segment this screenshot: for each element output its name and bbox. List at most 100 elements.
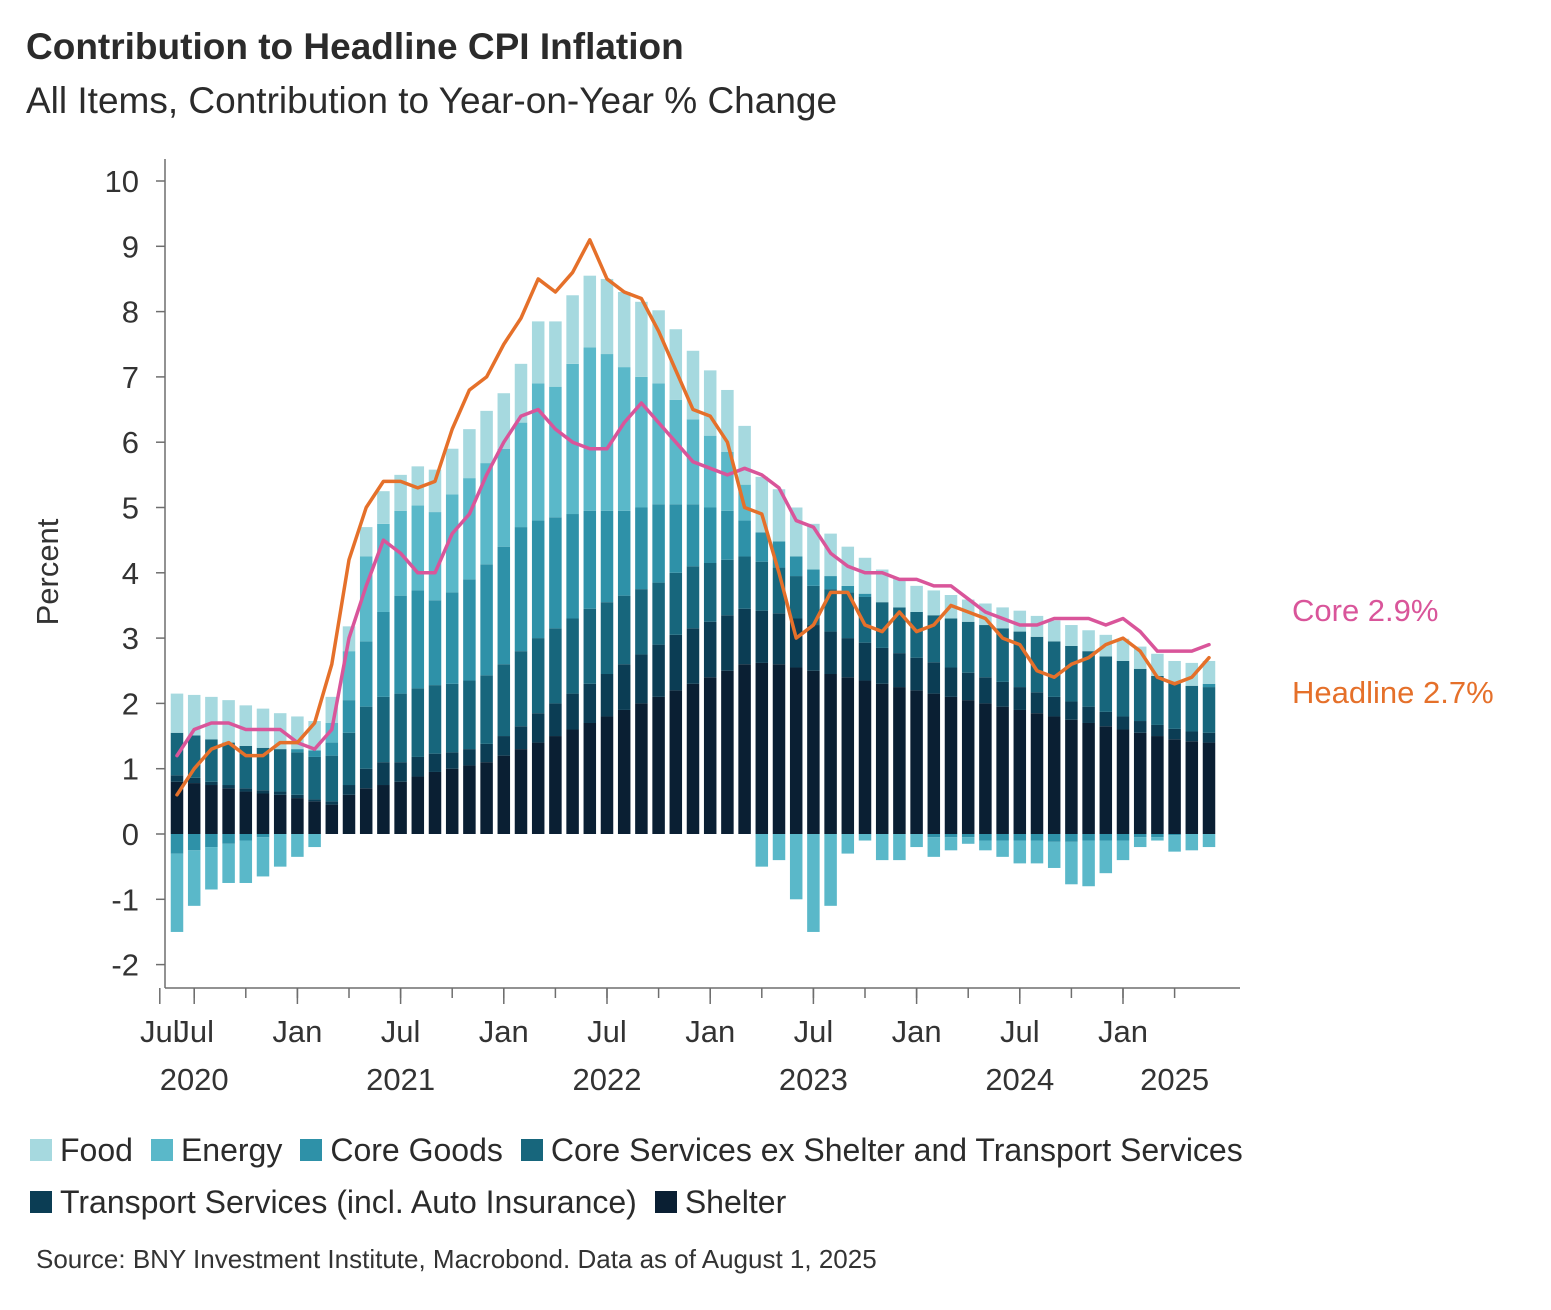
bar-energy bbox=[600, 354, 614, 511]
bar-transport-services-incl-auto-insurance bbox=[600, 674, 614, 717]
bar-shelter bbox=[1151, 736, 1164, 834]
bar-shelter bbox=[1133, 732, 1147, 834]
bar-food bbox=[205, 696, 218, 740]
chart-legend: Food Energy Core Goods Core Services ex She… bbox=[30, 1124, 1530, 1228]
legend-item: Food bbox=[30, 1132, 133, 1169]
bar-shelter bbox=[514, 749, 528, 834]
bar-shelter bbox=[893, 687, 906, 834]
bar-energy bbox=[187, 850, 201, 906]
legend-swatch bbox=[520, 1139, 543, 1161]
bar-core-goods bbox=[187, 834, 201, 851]
bar-energy bbox=[1151, 837, 1164, 841]
bar-core-services-ex-shelter-and-transport-services bbox=[789, 576, 803, 619]
bar-energy bbox=[721, 452, 734, 511]
bar-food bbox=[359, 527, 373, 557]
bar-food bbox=[377, 491, 390, 524]
bar-core-goods bbox=[583, 510, 597, 609]
bar-core-goods bbox=[652, 504, 665, 583]
bar-transport-services-incl-auto-insurance bbox=[755, 610, 769, 663]
bar-core-services-ex-shelter-and-transport-services bbox=[497, 664, 511, 737]
legend-label: Food bbox=[60, 1131, 133, 1168]
bar-transport-services-incl-auto-insurance bbox=[1168, 728, 1181, 740]
bar-food bbox=[566, 295, 579, 364]
bar-food bbox=[635, 301, 648, 377]
bar-shelter bbox=[222, 788, 235, 834]
bar-core-goods bbox=[239, 834, 253, 841]
bar-food bbox=[927, 590, 941, 616]
bar-energy bbox=[1065, 841, 1078, 885]
bar-transport-services-incl-auto-insurance bbox=[738, 608, 751, 665]
bar-core-goods bbox=[463, 579, 476, 681]
bar-transport-services-incl-auto-insurance bbox=[1013, 687, 1027, 710]
bar-shelter bbox=[600, 716, 614, 834]
bar-core-services-ex-shelter-and-transport-services bbox=[411, 688, 425, 757]
bar-energy bbox=[583, 347, 597, 511]
bar-transport-services-incl-auto-insurance bbox=[394, 762, 407, 782]
bar-transport-services-incl-auto-insurance bbox=[617, 664, 631, 710]
bar-core-goods bbox=[531, 520, 545, 639]
bar-core-goods bbox=[428, 600, 442, 686]
bar-transport-services-incl-auto-insurance bbox=[875, 647, 889, 684]
bar-energy bbox=[979, 840, 992, 851]
bar-core-services-ex-shelter-and-transport-services bbox=[1202, 687, 1216, 733]
y-axis-label: Percent bbox=[30, 518, 65, 625]
bar-transport-services-incl-auto-insurance bbox=[497, 736, 511, 756]
bar-shelter bbox=[325, 804, 339, 834]
bar-core-goods bbox=[1133, 834, 1147, 838]
bar-shelter bbox=[273, 794, 287, 834]
bar-transport-services-incl-auto-insurance bbox=[531, 713, 545, 743]
bar-food bbox=[738, 425, 751, 485]
bar-core-services-ex-shelter-and-transport-services bbox=[755, 561, 769, 611]
bar-energy bbox=[1099, 840, 1113, 874]
bar-core-services-ex-shelter-and-transport-services bbox=[996, 628, 1009, 682]
bar-core-services-ex-shelter-and-transport-services bbox=[445, 683, 459, 753]
x-tick-label: Jan bbox=[272, 1014, 322, 1049]
bar-shelter bbox=[463, 765, 476, 834]
bar-shelter bbox=[377, 785, 390, 834]
bar-food bbox=[789, 507, 803, 557]
headline-line bbox=[175, 238, 1211, 797]
bar-core-goods bbox=[617, 510, 631, 596]
x-tick-label: Jan bbox=[685, 1014, 735, 1049]
bar-shelter bbox=[979, 703, 992, 834]
bar-transport-services-incl-auto-insurance bbox=[566, 693, 579, 730]
bar-transport-services-incl-auto-insurance bbox=[858, 642, 872, 681]
bar-core-goods bbox=[480, 564, 493, 676]
bar-energy bbox=[703, 435, 717, 508]
bar-energy bbox=[1168, 835, 1181, 852]
bar-core-goods bbox=[394, 595, 407, 694]
y-tick-label: 2 bbox=[122, 686, 139, 721]
bar-core-services-ex-shelter-and-transport-services bbox=[841, 592, 855, 639]
x-tick-label: Jan bbox=[479, 1014, 529, 1049]
bar-energy bbox=[944, 837, 958, 851]
bar-energy bbox=[325, 722, 339, 743]
bar-core-services-ex-shelter-and-transport-services bbox=[566, 618, 579, 694]
bar-shelter bbox=[1065, 719, 1078, 834]
legend-item: Transport Services (incl. Auto Insurance… bbox=[30, 1184, 637, 1221]
bar-food bbox=[617, 292, 631, 368]
bar-energy bbox=[463, 478, 476, 580]
bar-shelter bbox=[566, 729, 579, 834]
bar-core-goods bbox=[1047, 834, 1061, 842]
x-year-label: 2021 bbox=[366, 1062, 435, 1097]
bar-food bbox=[1116, 638, 1130, 661]
bar-core-goods bbox=[824, 576, 837, 590]
y-tick-label: 9 bbox=[122, 229, 139, 264]
legend-swatch bbox=[150, 1139, 173, 1161]
bar-energy bbox=[1185, 834, 1199, 851]
bar-core-services-ex-shelter-and-transport-services bbox=[463, 680, 476, 750]
bar-shelter bbox=[531, 742, 545, 834]
bar-shelter bbox=[480, 762, 493, 834]
bar-shelter bbox=[411, 776, 425, 834]
bar-core-goods bbox=[927, 834, 941, 838]
bar-shelter bbox=[789, 667, 803, 834]
bar-shelter bbox=[669, 690, 683, 834]
legend-item: Core Goods bbox=[300, 1132, 503, 1169]
bar-energy bbox=[635, 376, 648, 508]
y-tick-label: 0 bbox=[122, 817, 139, 852]
bar-energy bbox=[789, 834, 803, 900]
bar-energy bbox=[222, 843, 235, 883]
bar-core-goods bbox=[411, 590, 425, 689]
bar-food bbox=[531, 321, 545, 384]
bar-energy bbox=[893, 834, 906, 861]
